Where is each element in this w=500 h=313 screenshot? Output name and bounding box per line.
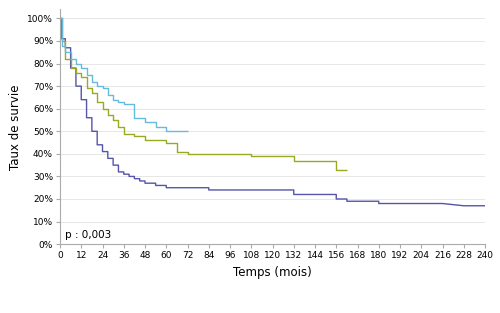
2007-juin 2014 [184,129,190,133]
2007-juin 2014 [110,98,116,101]
2007-juin 2014 [152,125,158,129]
1996-2006 [344,168,350,172]
1996-2006 [57,17,63,20]
2007-juin 2014 [68,57,73,61]
2007-juin 2014 [73,62,79,65]
2007-juin 2014 [132,116,138,120]
2007-juin 2014 [100,86,105,90]
2007-juin 2014 [142,116,148,120]
2007-juin 2014 [78,66,84,70]
Avant 1995 [57,17,63,20]
1996-2006 [105,114,111,117]
2007-juin 2014 [57,17,63,20]
Avant 1995 [121,172,127,176]
2007-juin 2014 [184,129,190,133]
2007-juin 2014 [105,86,111,90]
1996-2006 [78,75,84,79]
1996-2006 [344,168,350,172]
Avant 1995 [73,66,79,70]
2007-juin 2014 [174,129,180,133]
2007-juin 2014 [94,84,100,88]
Line: 1996-2006: 1996-2006 [60,18,347,170]
2007-juin 2014 [59,17,65,20]
Avant 1995 [206,188,212,192]
Avant 1995 [333,197,339,201]
2007-juin 2014 [152,121,158,124]
2007-juin 2014 [116,100,121,104]
2007-juin 2014 [174,129,180,133]
2007-juin 2014 [73,57,79,61]
1996-2006 [68,66,73,70]
2007-juin 2014 [78,62,84,65]
Text: p : 0,003: p : 0,003 [66,230,112,240]
2007-juin 2014 [84,73,89,77]
Line: 2007-juin 2014: 2007-juin 2014 [60,18,188,131]
Avant 1995 [227,188,233,192]
2007-juin 2014 [62,50,68,54]
1996-2006 [291,159,297,162]
Y-axis label: Taux de survie: Taux de survie [8,84,22,170]
2007-juin 2014 [68,50,73,54]
1996-2006 [333,168,339,172]
2007-juin 2014 [62,44,68,47]
2007-juin 2014 [142,121,148,124]
Avant 1995 [482,204,488,208]
2007-juin 2014 [100,84,105,88]
2007-juin 2014 [163,129,169,133]
2007-juin 2014 [89,73,95,77]
X-axis label: Temps (mois): Temps (mois) [233,266,312,279]
2007-juin 2014 [84,66,89,70]
2007-juin 2014 [121,100,127,104]
2007-juin 2014 [121,102,127,106]
2007-juin 2014 [105,93,111,97]
Line: Avant 1995: Avant 1995 [60,18,485,206]
2007-juin 2014 [163,125,169,129]
2007-juin 2014 [59,44,65,47]
2007-juin 2014 [94,80,100,84]
2007-juin 2014 [89,80,95,84]
2007-juin 2014 [132,102,138,106]
Avant 1995 [158,183,164,187]
1996-2006 [89,86,95,90]
2007-juin 2014 [116,98,121,101]
2007-juin 2014 [110,93,116,97]
Avant 1995 [461,204,467,208]
